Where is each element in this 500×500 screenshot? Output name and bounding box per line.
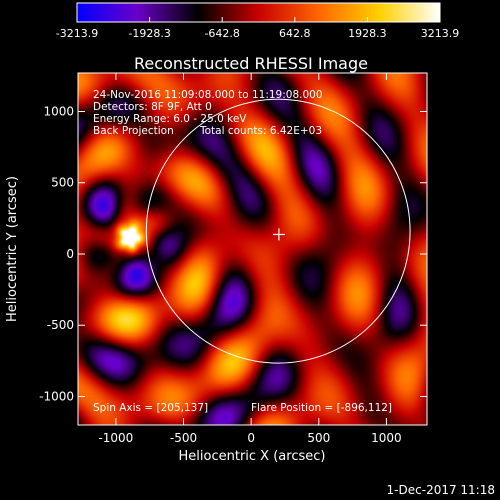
- spin-axis-cross: [272, 228, 285, 241]
- x-tick-label: 0: [247, 431, 255, 445]
- colorbar: [76, 2, 441, 23]
- annotation-block: 24-Nov-2016 11:09:08.000 to 11:19:08.000…: [93, 89, 392, 414]
- x-tick-label: 500: [307, 431, 330, 445]
- heatmap-raster: [78, 73, 427, 425]
- y-tick-label: -1000: [39, 389, 74, 403]
- x-tick-label: -500: [170, 431, 197, 445]
- annotation-energy: Energy Range: 6.0 - 25.0 keV: [93, 113, 247, 125]
- colorbar-tick-label: -3213.9: [56, 27, 98, 40]
- footer-date: 1-Dec-2017 11:18: [387, 483, 495, 497]
- annotation-detectors: Detectors: 8F 9F, Att 0: [93, 101, 212, 113]
- annotation-flare-position: Flare Position = [-896,112]: [251, 402, 392, 414]
- x-axis: -1000 -500 0 500 1000: [98, 73, 402, 445]
- colorbar-tick-label: 1928.3: [348, 27, 387, 40]
- colorbar-tick-label: 3213.9: [421, 27, 460, 40]
- annotation-time: 24-Nov-2016 11:09:08.000 to 11:19:08.000: [93, 89, 323, 101]
- heatmap-image: [78, 73, 427, 425]
- y-axis-label: Heliocentric Y (arcsec): [5, 176, 20, 322]
- colorbar-tick-label: -642.8: [204, 27, 239, 40]
- x-axis-label: Heliocentric X (arcsec): [179, 449, 326, 464]
- plot-frame: [77, 72, 428, 426]
- colorbar-tick-label: 642.8: [279, 27, 311, 40]
- annotation-spin-axis: Spin Axis = [205,137]: [93, 402, 208, 414]
- x-tick-label: 1000: [371, 431, 402, 445]
- chart-title: Reconstructed RHESSI Image: [134, 54, 368, 73]
- colorbar-tick-label: -1928.3: [128, 27, 170, 40]
- colorbar-ticks: -3213.9 -1928.3 -642.8 642.8 1928.3 3213.9: [56, 17, 459, 40]
- y-axis: -1000 -500 0 500 1000: [39, 104, 427, 403]
- annotation-method: Back Projection: [93, 125, 174, 137]
- solar-limb-circle: [145, 98, 411, 364]
- y-tick-label: -500: [47, 318, 74, 332]
- y-tick-label: 1000: [43, 104, 74, 118]
- x-tick-label: -1000: [98, 431, 133, 445]
- annotation-counts: Total counts: 6.42E+03: [199, 125, 322, 137]
- y-tick-label: 0: [66, 247, 74, 261]
- y-tick-label: 500: [51, 176, 74, 190]
